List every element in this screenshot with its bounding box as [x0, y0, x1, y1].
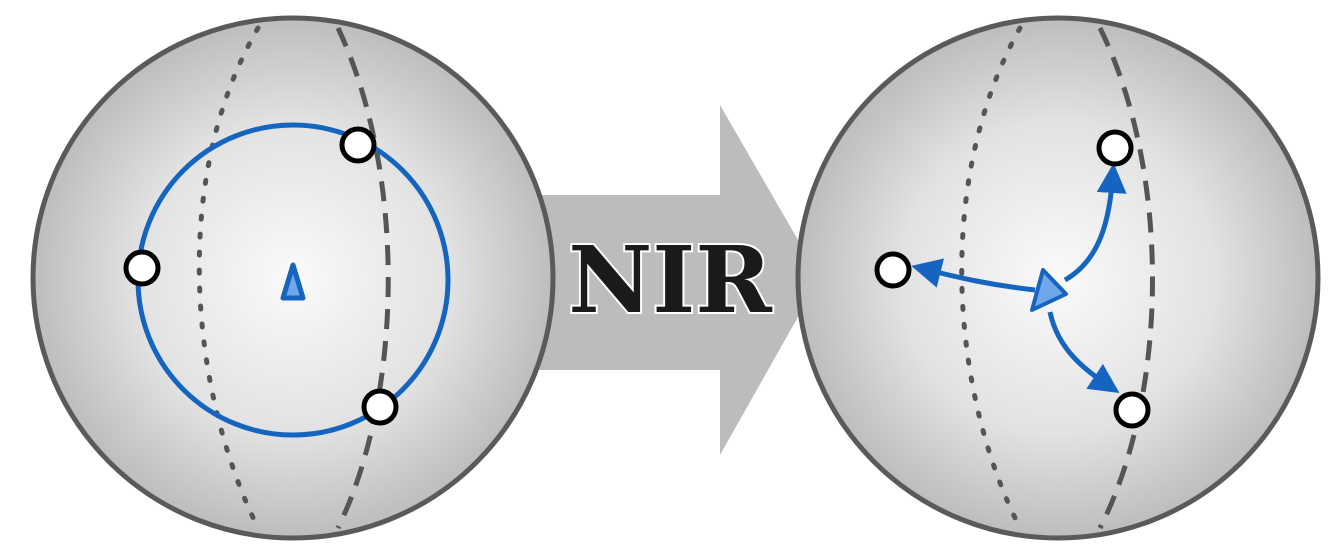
left-meridian-dashed	[335, 26, 391, 530]
left-sphere	[30, 15, 556, 541]
right-sphere	[795, 15, 1321, 541]
right-meridian-dashed	[1097, 26, 1155, 530]
curved-arrow-icon	[1047, 311, 1120, 393]
particle-icon	[123, 249, 161, 287]
particle-icon	[339, 126, 377, 164]
particle-icon	[1113, 391, 1151, 429]
right-sphere-body	[795, 15, 1321, 541]
triangle-marker-icon	[280, 262, 306, 301]
curved-arrow-icon	[911, 258, 1036, 293]
transition-arrow	[520, 105, 820, 455]
particle-icon	[361, 388, 399, 426]
left-meridian-dotted	[196, 25, 261, 531]
particle-icon	[874, 251, 912, 289]
right-meridian-dotted	[959, 25, 1023, 531]
arrow-label: NIR	[568, 226, 772, 334]
triangle-marker-icon	[1030, 268, 1068, 312]
particle-icon	[1096, 129, 1134, 167]
curved-arrow-icon	[1063, 163, 1127, 283]
